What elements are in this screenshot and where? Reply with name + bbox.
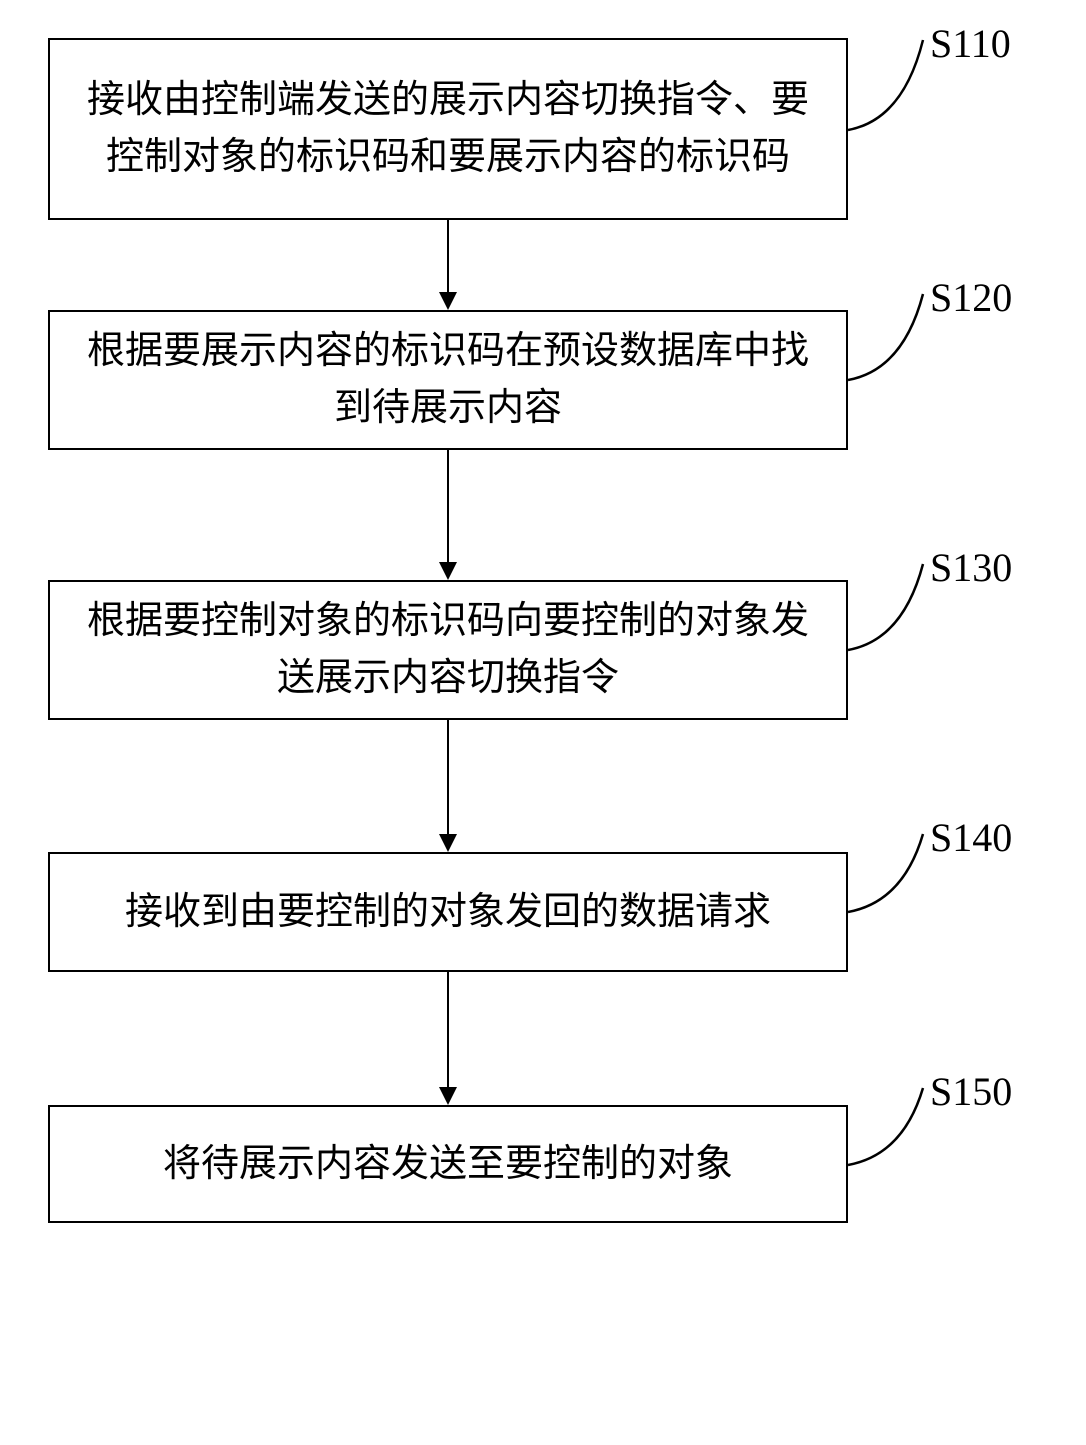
arrow-line bbox=[447, 720, 449, 836]
step-label-s130: S130 bbox=[930, 544, 1012, 591]
connector-curve-s130 bbox=[848, 544, 938, 664]
step-label-s140: S140 bbox=[930, 814, 1012, 861]
arrow-line bbox=[447, 220, 449, 294]
arrow-line bbox=[447, 972, 449, 1089]
arrow-line bbox=[447, 450, 449, 564]
connector-curve-s150 bbox=[848, 1068, 938, 1178]
step-label-s150: S150 bbox=[930, 1068, 1012, 1115]
flowchart-node-s150: 将待展示内容发送至要控制的对象 bbox=[48, 1105, 848, 1223]
connector-curve-s120 bbox=[848, 274, 938, 394]
arrow-head bbox=[439, 562, 457, 580]
node-text: 根据要展示内容的标识码在预设数据库中找到待展示内容 bbox=[74, 323, 822, 437]
flowchart-node-s140: 接收到由要控制的对象发回的数据请求 bbox=[48, 852, 848, 972]
flowchart-node-s130: 根据要控制对象的标识码向要控制的对象发送展示内容切换指令 bbox=[48, 580, 848, 720]
step-label-s110: S110 bbox=[930, 20, 1011, 67]
connector-curve-s140 bbox=[848, 814, 938, 924]
flowchart-node-s110: 接收由控制端发送的展示内容切换指令、要控制对象的标识码和要展示内容的标识码 bbox=[48, 38, 848, 220]
flowchart-container: 接收由控制端发送的展示内容切换指令、要控制对象的标识码和要展示内容的标识码 S1… bbox=[0, 0, 1086, 1445]
flowchart-node-s120: 根据要展示内容的标识码在预设数据库中找到待展示内容 bbox=[48, 310, 848, 450]
node-text: 根据要控制对象的标识码向要控制的对象发送展示内容切换指令 bbox=[74, 593, 822, 707]
node-text: 接收到由要控制的对象发回的数据请求 bbox=[125, 884, 771, 941]
step-label-s120: S120 bbox=[930, 274, 1012, 321]
connector-curve-s110 bbox=[848, 20, 938, 140]
arrow-head bbox=[439, 1087, 457, 1105]
arrow-head bbox=[439, 292, 457, 310]
arrow-head bbox=[439, 834, 457, 852]
node-text: 将待展示内容发送至要控制的对象 bbox=[163, 1136, 733, 1193]
node-text: 接收由控制端发送的展示内容切换指令、要控制对象的标识码和要展示内容的标识码 bbox=[74, 72, 822, 186]
